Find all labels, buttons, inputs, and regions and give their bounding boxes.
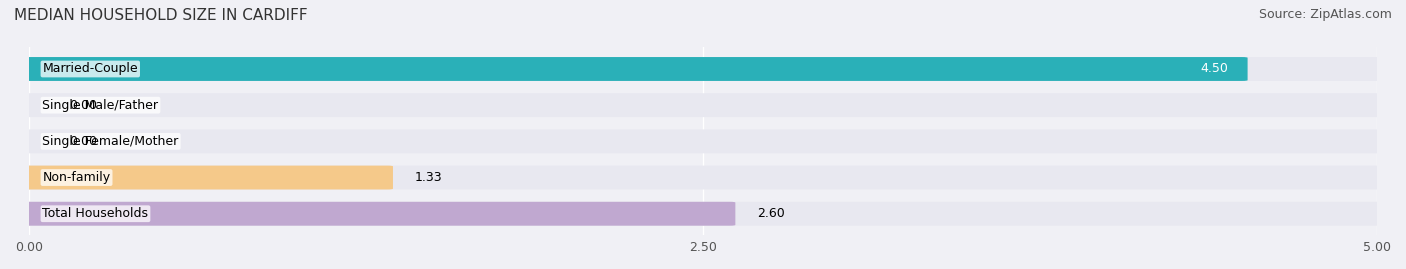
Text: Total Households: Total Households (42, 207, 149, 220)
FancyBboxPatch shape (24, 202, 735, 226)
Text: 2.60: 2.60 (756, 207, 785, 220)
Text: Non-family: Non-family (42, 171, 111, 184)
FancyBboxPatch shape (24, 202, 1382, 226)
Text: Single Male/Father: Single Male/Father (42, 99, 159, 112)
Text: Source: ZipAtlas.com: Source: ZipAtlas.com (1258, 8, 1392, 21)
FancyBboxPatch shape (24, 166, 1382, 189)
Text: Single Female/Mother: Single Female/Mother (42, 135, 179, 148)
Text: MEDIAN HOUSEHOLD SIZE IN CARDIFF: MEDIAN HOUSEHOLD SIZE IN CARDIFF (14, 8, 308, 23)
Text: 4.50: 4.50 (1201, 62, 1229, 76)
FancyBboxPatch shape (24, 57, 1382, 81)
Text: 0.00: 0.00 (69, 99, 97, 112)
FancyBboxPatch shape (24, 129, 1382, 153)
Text: Married-Couple: Married-Couple (42, 62, 138, 76)
FancyBboxPatch shape (24, 57, 1247, 81)
Text: 0.00: 0.00 (69, 135, 97, 148)
Text: 1.33: 1.33 (415, 171, 441, 184)
FancyBboxPatch shape (24, 93, 1382, 117)
FancyBboxPatch shape (24, 166, 392, 189)
